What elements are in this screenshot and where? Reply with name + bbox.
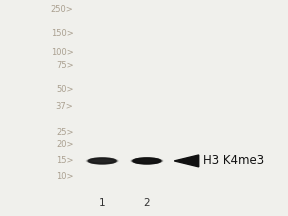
Polygon shape bbox=[174, 155, 199, 167]
Ellipse shape bbox=[136, 159, 163, 163]
Ellipse shape bbox=[131, 159, 158, 163]
Ellipse shape bbox=[133, 158, 160, 164]
Ellipse shape bbox=[88, 158, 115, 164]
Ellipse shape bbox=[89, 158, 116, 164]
Text: 75>: 75> bbox=[56, 61, 73, 70]
Text: 20>: 20> bbox=[56, 140, 73, 149]
Ellipse shape bbox=[90, 158, 117, 164]
Ellipse shape bbox=[91, 159, 119, 163]
Ellipse shape bbox=[89, 158, 116, 164]
Text: 100>: 100> bbox=[51, 48, 73, 57]
Text: 150>: 150> bbox=[51, 29, 73, 38]
Ellipse shape bbox=[132, 158, 160, 164]
Text: 2: 2 bbox=[143, 198, 150, 208]
Text: 250>: 250> bbox=[51, 5, 73, 14]
Ellipse shape bbox=[134, 158, 161, 164]
Ellipse shape bbox=[135, 159, 162, 163]
Ellipse shape bbox=[131, 159, 159, 163]
Ellipse shape bbox=[88, 158, 115, 164]
Ellipse shape bbox=[134, 158, 162, 164]
Ellipse shape bbox=[86, 159, 113, 163]
Ellipse shape bbox=[87, 159, 114, 163]
Text: 50>: 50> bbox=[56, 85, 73, 94]
Text: 37>: 37> bbox=[56, 102, 73, 111]
Text: 1: 1 bbox=[99, 198, 106, 208]
Text: H3 K4me3: H3 K4me3 bbox=[203, 154, 264, 167]
Text: 15>: 15> bbox=[56, 156, 73, 165]
Text: 25>: 25> bbox=[56, 128, 73, 137]
Ellipse shape bbox=[90, 159, 118, 163]
Ellipse shape bbox=[133, 158, 161, 164]
Text: 10>: 10> bbox=[56, 172, 73, 181]
